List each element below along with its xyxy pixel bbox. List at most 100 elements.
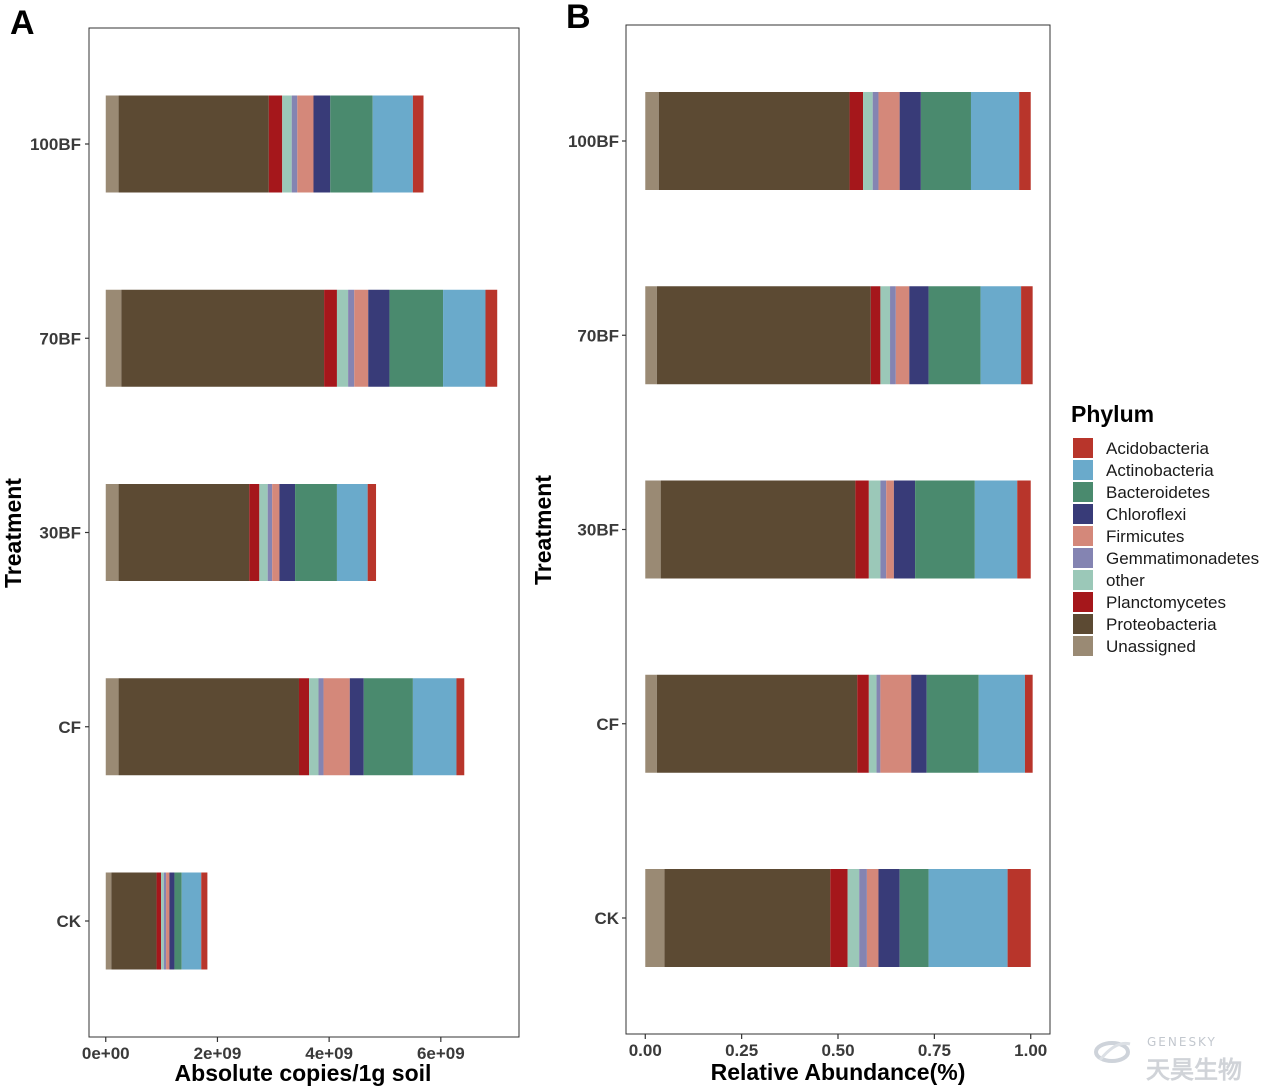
legend-label-actinobacteria: Actinobacteria (1106, 461, 1214, 480)
legend-label-unassigned: Unassigned (1106, 637, 1196, 656)
panel-a-bar-ck-chloroflexi (169, 872, 175, 970)
panel-b-bar-cf-actinobacteria (978, 674, 1025, 773)
panel-a-bar-30bf-unassigned (105, 484, 119, 581)
panel-b-bar-70bf-proteobacteria (656, 286, 871, 385)
panel-a-bar-70bf-gemmatimonadetes (348, 289, 355, 387)
panel-a-bar-100bf-proteobacteria (118, 95, 269, 193)
panel-b-bar-cf-bacteroidetes (926, 674, 979, 773)
panel-b-x-tick-label-1: 0.25 (725, 1041, 758, 1060)
panel-b-x-tick-label-4: 1.00 (1014, 1041, 1047, 1060)
legend-swatch-unassigned (1073, 636, 1093, 656)
legend-label-gemmatimonadetes: Gemmatimonadetes (1106, 549, 1259, 568)
panel-b-bar-cf-chloroflexi (911, 674, 927, 773)
panel-b-bar-70bf-planctomycetes (870, 286, 881, 385)
watermark-text: GENESKY (1147, 1035, 1217, 1049)
panel-b-bar-100bf-unassigned (645, 92, 659, 190)
legend-swatch-planctomycetes (1073, 592, 1093, 612)
panel-a-plot-border (88, 27, 520, 1038)
panel-b-bar-ck-bacteroidetes (899, 869, 929, 967)
panel-b-bar-100bf-actinobacteria (970, 92, 1020, 190)
legend-swatch-actinobacteria (1073, 460, 1093, 480)
panel-a-bar-cf-gemmatimonadetes (318, 678, 324, 776)
panel-a-bar-70bf-acidobacteria (485, 289, 498, 387)
panel-b-x-tick-label-2: 0.50 (821, 1041, 854, 1060)
panel-b-y-tick-label-ck: CK (594, 909, 619, 928)
panel-b-bar-cf-unassigned (645, 674, 657, 773)
panel-a-bar-30bf-proteobacteria (118, 484, 250, 581)
panel-a-bar-cf-firmicutes (323, 678, 350, 776)
panel-a-plot: CK CF 30BF 70BF 100BF 0e+00 2e+09 4e+09 6e+09 (30, 27, 520, 1063)
panel-a-bar-70bf-other (336, 289, 349, 387)
panel-a-bar-30bf-planctomycetes (249, 484, 260, 581)
panel-a-bar-70bf-unassigned (105, 289, 122, 387)
panel-b-y-tick-label-100bf: 100BF (568, 132, 619, 151)
panel-b-bar-cf-planctomycetes (857, 674, 869, 773)
panel-a-bar-cf-planctomycetes (298, 678, 310, 776)
panel-a-bar-ck-planctomycetes (156, 872, 162, 970)
panel-a-bar-70bf-firmicutes (354, 289, 369, 387)
panel-a-bar-cf-other (309, 678, 319, 776)
panel-a-bar-70bf-actinobacteria (443, 289, 486, 387)
panel-a-bar-70bf-bacteroidetes (389, 289, 444, 387)
panel-a-bar-30bf-firmicutes (272, 484, 280, 581)
panel-b-bar-ck-unassigned (645, 869, 665, 967)
panel-a-x-tick-label-0: 0e+00 (82, 1044, 130, 1063)
genesky-watermark: GENESKY 天昊生物 (1094, 1035, 1242, 1084)
panel-b-bar-ck-acidobacteria (1007, 869, 1031, 967)
panel-a-bar-ck-firmicutes (166, 872, 170, 970)
panel-a-bar-100bf-gemmatimonadetes (291, 95, 298, 193)
legend-swatch-bacteroidetes (1073, 482, 1093, 502)
panel-b-bar-cf-gemmatimonadetes (876, 674, 881, 773)
legend-label-firmicutes: Firmicutes (1106, 527, 1184, 546)
panel-b-bar-100bf-planctomycetes (849, 92, 864, 190)
panel-a-bar-100bf-planctomycetes (268, 95, 283, 193)
panel-b-plot: CK CF 30BF 70BF 100BF 0.00 0.25 0.50 0.75 1.00 (568, 24, 1051, 1060)
panel-b-bar-ck-firmicutes (866, 869, 879, 967)
panel-a-bar-ck-unassigned (105, 872, 112, 970)
legend-swatch-firmicutes (1073, 526, 1093, 546)
panel-a-bar-100bf-bacteroidetes (330, 95, 373, 193)
panel-b-bar-30bf-other (868, 480, 881, 579)
panel-a-bar-ck-proteobacteria (111, 872, 157, 970)
panel-b-bar-70bf-firmicutes (895, 286, 910, 385)
panel-b-bar-30bf-planctomycetes (855, 480, 869, 579)
panel-a-bar-100bf-chloroflexi (313, 95, 331, 193)
panel-a-bar-ck-actinobacteria (181, 872, 202, 970)
panel-a-bar-30bf-chloroflexi (279, 484, 296, 581)
panel-b-bar-100bf-gemmatimonadetes (872, 92, 879, 190)
legend-swatch-proteobacteria (1073, 614, 1093, 634)
panel-a-bar-cf-actinobacteria (412, 678, 457, 776)
panel-a-bar-30bf-bacteroidetes (295, 484, 337, 581)
panel-a-bar-30bf-gemmatimonadetes (267, 484, 273, 581)
panel-a-bar-ck-gemmatimonadetes (163, 872, 167, 970)
panel-a-bar-cf-proteobacteria (118, 678, 299, 776)
panel-b-bar-100bf-proteobacteria (658, 92, 850, 190)
panel-a-bar-ck-other (161, 872, 164, 970)
panel-b-bar-30bf-gemmatimonadetes (880, 480, 887, 579)
panel-b-bar-cf-proteobacteria (656, 674, 858, 773)
panel-a-y-tick-label-30bf: 30BF (39, 524, 81, 543)
panel-b-bar-70bf-gemmatimonadetes (890, 286, 896, 385)
panel-a-bar-cf-acidobacteria (456, 678, 465, 776)
panel-b-bar-30bf-chloroflexi (893, 480, 916, 579)
panel-b-bar-30bf-actinobacteria (974, 480, 1018, 579)
panel-a-bar-30bf-actinobacteria (336, 484, 368, 581)
legend-label-other: other (1106, 571, 1145, 590)
legend-label-proteobacteria: Proteobacteria (1106, 615, 1217, 634)
panel-a-y-tick-label-100bf: 100BF (30, 135, 81, 154)
panel-b-bar-100bf-other (863, 92, 873, 190)
panel-b-bar-30bf-proteobacteria (660, 480, 856, 579)
panel-a-bar-100bf-unassigned (105, 95, 119, 193)
legend-title: Phylum (1071, 401, 1154, 427)
genesky-logo-icon (1094, 1041, 1131, 1063)
panel-a-y-tick-label-ck: CK (56, 912, 81, 931)
panel-b-x-axis-title: Relative Abundance(%) (711, 1059, 966, 1085)
legend-label-bacteroidetes: Bacteroidetes (1106, 483, 1210, 502)
panel-a-bar-100bf-other (282, 95, 292, 193)
panel-b-bar-100bf-firmicutes (878, 92, 900, 190)
panel-b-bar-100bf-acidobacteria (1019, 92, 1031, 190)
panel-b-bar-70bf-other (880, 286, 891, 385)
legend-label-planctomycetes: Planctomycetes (1106, 593, 1226, 612)
panel-b-x-tick-label-0: 0.00 (629, 1041, 662, 1060)
